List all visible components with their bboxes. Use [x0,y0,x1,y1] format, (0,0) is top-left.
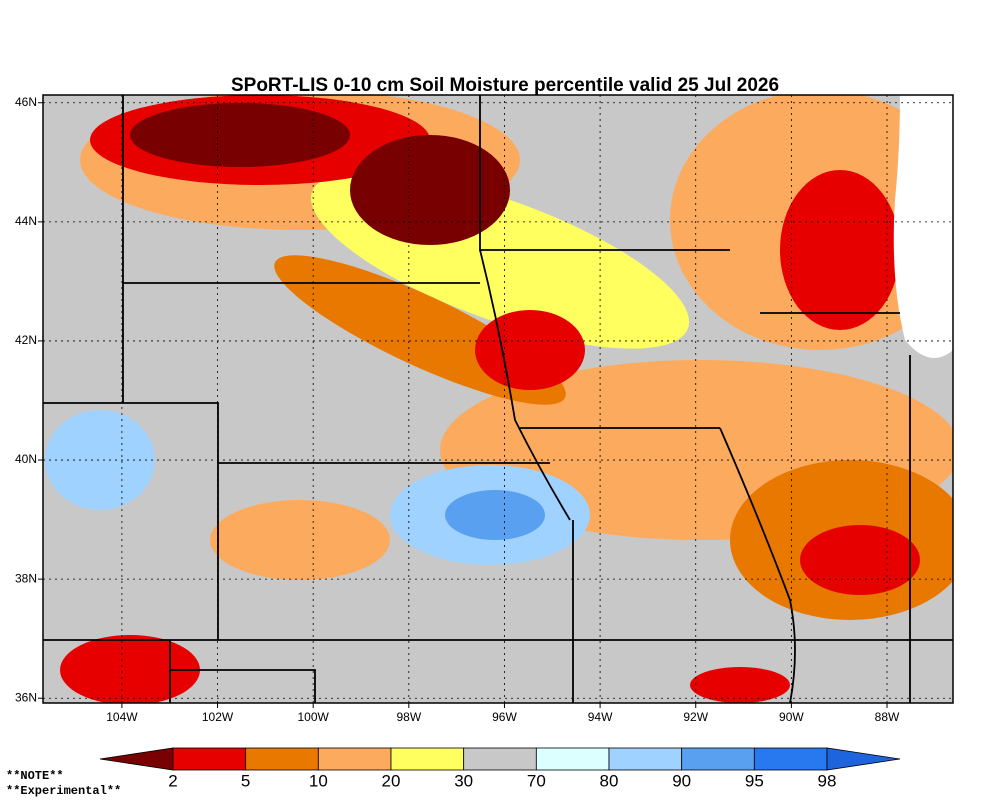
colorbar-box [535,747,610,771]
colorbar-label: 30 [454,771,473,790]
colorbar-label: 70 [527,771,546,790]
soil-moisture-field [43,95,953,703]
lat-tick-label: 36N [15,690,37,704]
lat-tick-label: 40N [15,452,37,466]
colorbar-label: 10 [309,771,328,790]
colorbar-box [390,747,465,771]
map-title: SPoRT-LIS 0-10 cm Soil Moisture percenti… [231,75,779,96]
lon-tick-label: 98W [396,710,421,724]
lon-tick-label: 104W [106,710,138,724]
lat-tick-label: 44N [15,214,37,228]
lat-tick-label: 38N [15,571,37,585]
colorbar-label: 95 [745,771,764,790]
colorbar-label: 5 [241,771,250,790]
colorbar-arrow [826,747,901,771]
colorbar-label: 20 [382,771,401,790]
colorbar-arrow [99,747,174,771]
colorbar-box [753,747,828,771]
lon-tick-label: 92W [683,710,708,724]
colorbar-box [608,747,683,771]
note: **Experimental** [6,784,121,798]
colorbar-label: 80 [600,771,619,790]
lon-tick-label: 88W [875,710,900,724]
lon-tick-label: 90W [779,710,804,724]
lon-tick-label: 100W [297,710,329,724]
colorbar-label: 90 [672,771,691,790]
colorbar-box [245,747,319,771]
colorbar-label: 98 [818,771,837,790]
colorbar-box [172,747,247,771]
colorbar-label: 2 [168,771,177,790]
map-frame [42,94,954,704]
colorbar-box [463,747,537,771]
lon-tick-label: 94W [588,710,613,724]
colorbar-box [317,747,392,771]
note: **NOTE** [6,769,64,783]
lon-tick-label: 102W [202,710,234,724]
lon-tick-label: 96W [492,710,517,724]
lat-tick-label: 42N [15,333,37,347]
colorbar-box [681,747,755,771]
lat-tick-label: 46N [15,95,37,109]
